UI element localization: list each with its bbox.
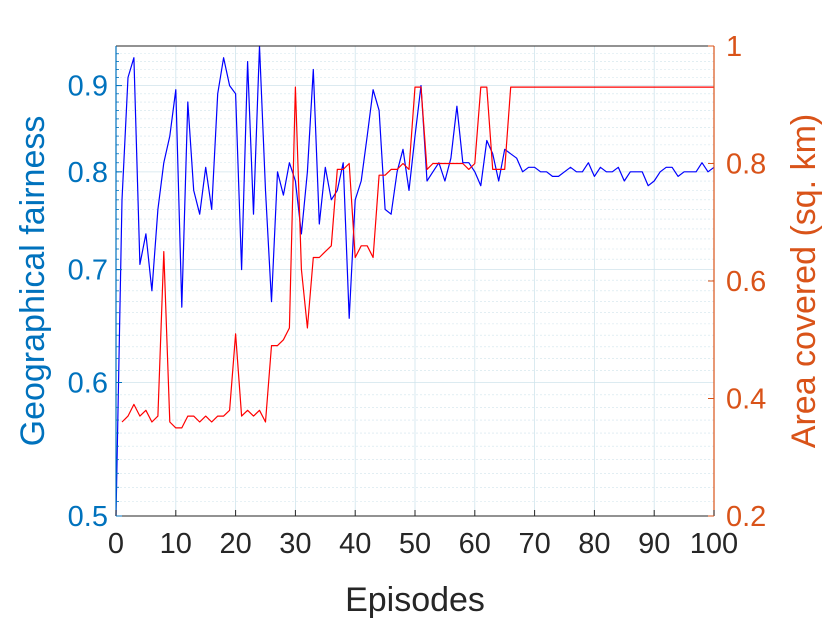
left-y-tick-label: 0.8	[68, 157, 108, 189]
axes-layer: 0 10 20 30 40 50 60 70 80 90 100 0.5 0.6 0.7 0.8 0.9 0.2…	[68, 31, 767, 560]
x-tick-label: 30	[279, 528, 311, 560]
right-y-tick-label: 0.2	[726, 501, 766, 533]
right-y-axis-title: Area covered (sq. km)	[785, 114, 823, 448]
right-y-tick-label: 1	[726, 31, 742, 63]
labels-layer: Episodes Geographical fairness Area cove…	[14, 114, 823, 619]
x-tick-label: 0	[108, 528, 124, 560]
x-tick-label: 60	[459, 528, 491, 560]
x-tick-label: 90	[638, 528, 670, 560]
right-y-tick-label: 0.6	[726, 266, 766, 298]
left-y-tick-label: 0.5	[68, 501, 108, 533]
fairness-series-line	[115, 45, 715, 517]
x-axis-title: Episodes	[345, 581, 485, 619]
area-series-line	[121, 86, 714, 429]
left-y-tick-label: 0.6	[68, 367, 108, 399]
x-tick-label: 100	[690, 528, 738, 560]
right-y-tick-label: 0.4	[726, 384, 766, 416]
x-tick-label: 70	[518, 528, 550, 560]
x-tick-label: 20	[219, 528, 251, 560]
x-tick-label: 50	[399, 528, 431, 560]
right-y-tick-label: 0.8	[726, 149, 766, 181]
grid-layer	[115, 46, 715, 517]
left-y-tick-label: 0.7	[68, 255, 108, 287]
x-tick-label: 80	[578, 528, 610, 560]
x-tick-label: 10	[160, 528, 192, 560]
x-tick-label: 40	[339, 528, 371, 560]
left-y-axis-title: Geographical fairness	[14, 116, 52, 447]
left-y-tick-label: 0.9	[68, 71, 108, 103]
series-layer	[115, 45, 715, 517]
